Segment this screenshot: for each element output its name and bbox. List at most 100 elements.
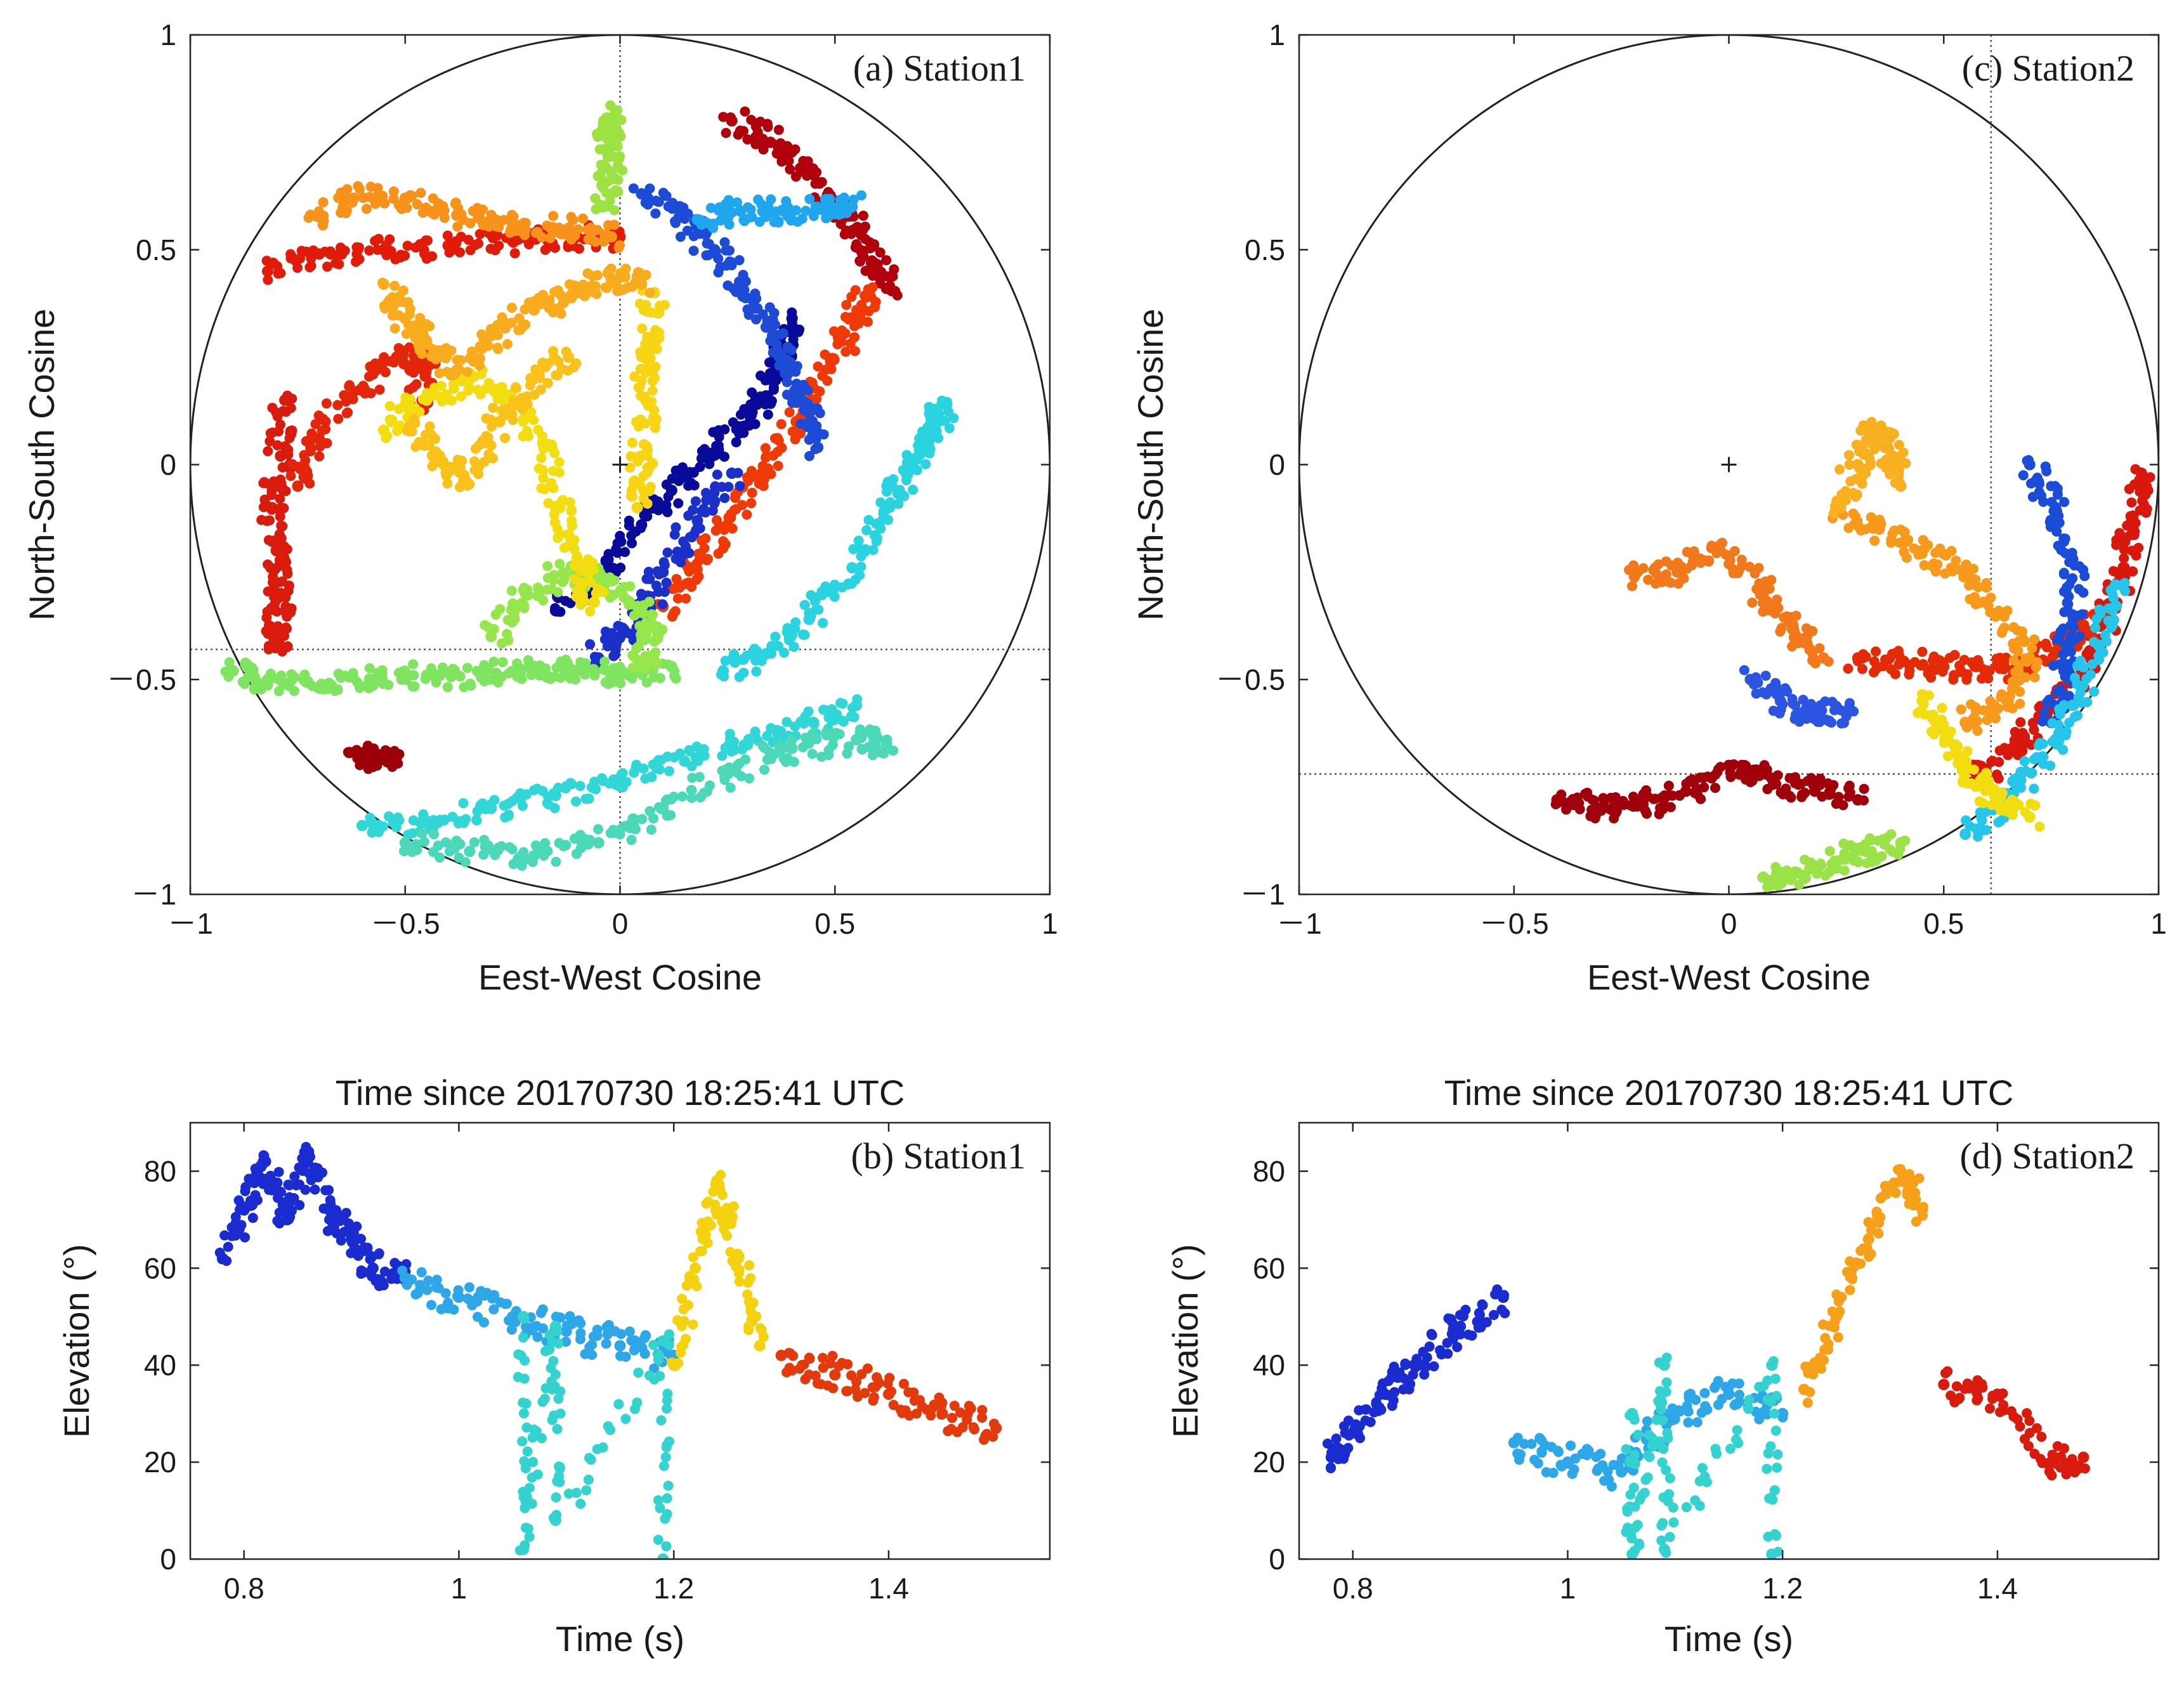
scatter-dot [712,469,723,480]
scatter-dot [2090,622,2101,633]
scatter-dot [507,598,518,609]
scatter-dot [686,792,697,803]
scatter-dot [2039,707,2050,718]
scatter-dot [549,671,560,682]
scatter-dot [444,846,455,857]
scatter-dot [2063,691,2074,702]
scatter-dot [747,212,757,223]
scatter-dot [772,330,783,341]
scatter-dot [1801,701,1812,712]
scatter-dot [2058,700,2069,710]
series-red-leader-west [256,390,298,657]
scatter-dot [661,577,672,588]
scatter-dot [536,1433,547,1444]
scatter-dot [701,495,712,506]
scatter-dot [785,632,796,643]
data-point [990,1422,1002,1434]
scatter-dot [517,1436,528,1447]
scatter-dot [616,536,627,547]
scatter-dot [662,1403,672,1414]
scatter-dot [1806,858,1817,868]
scatter-dot [808,728,818,739]
scatter-dot [720,764,731,775]
scatter-dot [1775,704,1786,715]
scatter-dot [439,205,450,216]
scatter-dot [565,1310,575,1321]
scatter-dot [497,657,508,667]
scatter-dot [333,414,344,424]
scatter-dot [632,456,643,467]
scatter-dot [792,361,802,372]
scatter-dot [1871,646,1881,657]
scatter-dot [1419,1369,1430,1380]
scatter-dot [1392,1373,1403,1383]
scatter-dot [576,581,587,592]
scatter-dot [546,1376,557,1387]
scatter-dot [1790,700,1801,711]
scatter-dot [827,704,837,715]
scatter-dot [1629,572,1640,583]
scatter-dot [224,657,235,668]
scatter-dot [2020,738,2031,748]
scatter-dot [550,242,561,253]
scatter-dot [336,672,346,683]
scatter-dot [1890,648,1900,658]
scatter-dot [254,1170,265,1181]
scatter-dot [1704,555,1715,566]
y-tick-label: 60 [144,1251,176,1284]
data-point [812,441,824,454]
scatter-dot [1975,807,1985,818]
scatter-dot [356,1269,367,1279]
scatter-dot [469,837,480,847]
scatter-dot [397,1265,408,1276]
scatter-dot [613,1399,624,1409]
scatter-dot [2074,630,2085,641]
scatter-dot [1977,815,1987,826]
data-point [1959,717,1971,728]
scatter-dot [1826,784,1836,795]
scatter-dot [476,369,487,380]
scatter-dot [511,1317,521,1328]
scatter-dot [718,112,729,122]
scatter-dot [632,1397,643,1408]
scatter-dot [699,444,710,455]
data-point [1852,794,1864,806]
scatter-dot [733,1268,744,1279]
scatter-dot [453,355,464,366]
scatter-dot [886,1386,896,1397]
scatter-dot [233,1195,244,1206]
scatter-dot [434,368,445,379]
scatter-dot [603,563,613,574]
scatter-dot [538,1323,549,1334]
scatter-dot [2029,783,2039,794]
scatter-dot [787,1365,797,1376]
scatter-dot [615,270,625,281]
scatter-dot [1785,617,1796,628]
y-tick-label: 1 [160,18,176,51]
scatter-dot [453,203,464,214]
scatter-dot [305,446,316,457]
scatter-dot [460,857,471,868]
scatter-dot [1759,586,1770,597]
scatter-dot [726,259,736,270]
scatter-dot [506,224,516,235]
scatter-dot [240,1182,251,1192]
scatter-dot [580,669,591,680]
scatter-dot [265,428,276,439]
scatter-dot [2078,565,2089,575]
scatter-dot [747,1316,758,1327]
scatter-dot [615,240,625,251]
scatter-dot [230,1212,241,1222]
scatter-dot [2051,526,2062,537]
scatter-dot [663,491,674,502]
scatter-dot [1734,566,1744,577]
scatter-dot [627,438,638,448]
scatter-dot [616,1329,627,1340]
scatter-dot [710,496,721,507]
scatter-dot [409,681,420,692]
scatter-dot [1995,805,2006,816]
scatter-dot [433,198,444,209]
scatter-dot [1581,1447,1592,1458]
scatter-dot [465,218,476,229]
scatter-dot [717,750,728,761]
